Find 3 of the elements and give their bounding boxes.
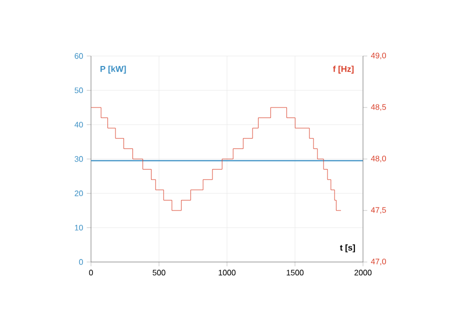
y2-axis-title: f [Hz] xyxy=(333,66,354,74)
y-axis-title: P [kW] xyxy=(100,66,126,74)
x-axis-title: t [s] xyxy=(340,244,355,252)
